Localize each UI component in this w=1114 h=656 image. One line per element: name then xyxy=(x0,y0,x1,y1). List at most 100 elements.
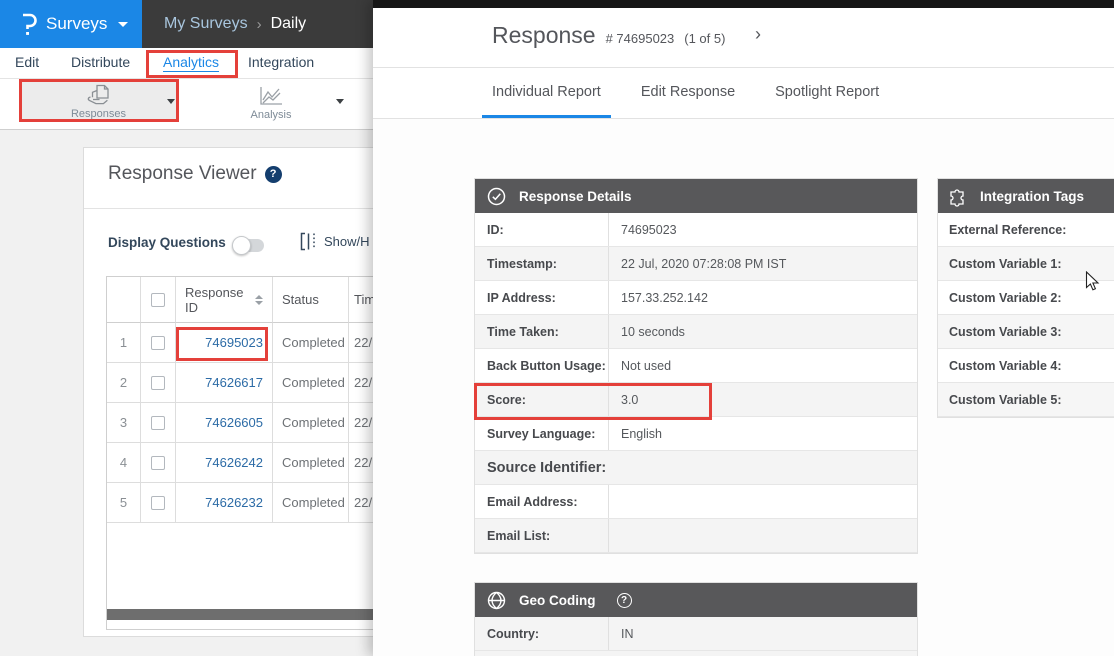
detail-value: 74695023 xyxy=(621,222,677,237)
header-status-label: Status xyxy=(282,292,319,307)
header-timestamp-label: Tim xyxy=(354,292,376,307)
geo-coding-section: Geo Coding ? Country: IN xyxy=(474,582,918,656)
row-checkbox[interactable] xyxy=(151,495,165,510)
detail-value: 157.33.252.142 xyxy=(621,290,708,305)
puzzle-icon xyxy=(948,186,969,207)
horizontal-scrollbar[interactable] xyxy=(107,609,381,620)
response-detail-panel: Response # 74695023 (1 of 5) › Individua… xyxy=(373,0,1114,656)
product-label: Surveys xyxy=(46,14,108,33)
response-id-link[interactable]: 74626605 xyxy=(205,415,263,430)
geo-row-partial xyxy=(475,651,917,656)
status-value: Completed xyxy=(282,375,345,390)
integration-row: Custom Variable 4: xyxy=(938,349,1114,383)
detail-label: Email Address: xyxy=(475,485,609,518)
mouse-cursor xyxy=(1085,271,1101,293)
row-checkbox[interactable] xyxy=(151,335,165,350)
detail-label: Country: xyxy=(475,617,609,650)
detail-row: Email List: xyxy=(475,519,917,553)
detail-value: 22 Jul, 2020 07:28:08 PM IST xyxy=(621,256,787,271)
detail-value: 3.0 xyxy=(621,392,639,407)
timestamp-value: 22/ xyxy=(354,375,373,390)
response-viewer-card: Response Viewer ? Display Questions Show… xyxy=(83,147,384,637)
status-value: Completed xyxy=(282,495,345,510)
breadcrumb-my-surveys[interactable]: My Surveys xyxy=(164,15,248,32)
analysis-button[interactable]: Analysis xyxy=(240,81,302,125)
detail-value: 10 seconds xyxy=(621,324,685,339)
nav-tab-integration[interactable]: Integration xyxy=(248,54,315,70)
detail-value xyxy=(609,519,917,552)
responses-button[interactable]: Responses xyxy=(20,81,177,122)
row-number: 4 xyxy=(107,443,141,483)
geo-help-icon[interactable]: ? xyxy=(616,592,632,608)
section-title: Response Details xyxy=(519,188,632,204)
survey-nav: Edit Distribute Analytics Integration xyxy=(0,48,373,78)
nav-tab-distribute[interactable]: Distribute xyxy=(71,54,131,70)
breadcrumb: My Surveys › Daily xyxy=(164,0,306,48)
detail-label: Time Taken: xyxy=(475,315,609,348)
integration-row: Custom Variable 5: xyxy=(938,383,1114,417)
panel-title: Response xyxy=(492,22,596,48)
detail-value xyxy=(609,485,917,518)
divider xyxy=(84,208,383,209)
analysis-dropdown-icon[interactable] xyxy=(336,99,344,104)
detail-label: Score: xyxy=(475,383,609,416)
responses-table: Response ID Status Tim 1 74695023 Comple… xyxy=(106,276,382,630)
show-hide-columns-button[interactable]: Show/H xyxy=(300,232,370,251)
panel-tabs: Individual Report Edit Response Spotligh… xyxy=(373,68,1114,119)
next-response-chevron-icon[interactable]: › xyxy=(755,24,761,44)
nav-tab-analytics[interactable]: Analytics xyxy=(163,54,220,70)
table-row: 2 74626617 Completed 22/ xyxy=(107,363,381,403)
detail-label: Timestamp: xyxy=(475,247,609,280)
response-id-link[interactable]: 74626232 xyxy=(205,495,263,510)
detail-value: English xyxy=(621,426,662,441)
status-value: Completed xyxy=(282,335,345,350)
detail-row: Source Identifier: xyxy=(475,451,917,485)
row-number: 2 xyxy=(107,363,141,403)
detail-row: ID: 74695023 xyxy=(475,213,917,247)
toggle-knob xyxy=(232,236,251,255)
response-id-link[interactable]: 74626242 xyxy=(205,455,263,470)
sort-icon[interactable] xyxy=(255,294,263,305)
display-questions-toggle[interactable] xyxy=(232,236,264,255)
detail-label: Email List: xyxy=(475,519,609,552)
timestamp-value: 22/ xyxy=(354,495,373,510)
detail-label: Survey Language: xyxy=(475,417,609,450)
table-row: 4 74626242 Completed 22/ xyxy=(107,443,381,483)
select-all-checkbox[interactable] xyxy=(151,292,165,307)
response-id-link[interactable]: 74626617 xyxy=(205,375,263,390)
surveys-menu-button[interactable]: Surveys xyxy=(0,0,142,48)
response-id-link[interactable]: 74695023 xyxy=(205,335,263,350)
tab-individual-report[interactable]: Individual Report xyxy=(482,68,611,118)
help-icon[interactable]: ? xyxy=(264,165,282,183)
responses-dropdown-icon[interactable] xyxy=(167,99,175,104)
section-title: Geo Coding xyxy=(519,592,596,608)
row-checkbox[interactable] xyxy=(151,375,165,390)
status-value: Completed xyxy=(282,415,345,430)
integration-tags-section: Integration Tags External Reference: Cus… xyxy=(937,178,1114,418)
display-questions-label: Display Questions xyxy=(108,235,226,250)
header-response-id-label: Response ID xyxy=(185,284,244,315)
detail-label: Back Button Usage: xyxy=(475,349,609,382)
row-checkbox[interactable] xyxy=(151,415,165,430)
analytics-toolbar: Responses Analysis xyxy=(0,78,373,130)
timestamp-value: 22/ xyxy=(354,455,373,470)
detail-row: Survey Language: English xyxy=(475,417,917,451)
detail-row: IP Address: 157.33.252.142 xyxy=(475,281,917,315)
header-timestamp: Tim xyxy=(349,277,381,323)
integration-row: Custom Variable 2: xyxy=(938,281,1114,315)
detail-value: Not used xyxy=(621,358,672,373)
questionpro-logo-icon xyxy=(20,13,37,36)
header-response-id[interactable]: Response ID xyxy=(176,277,273,323)
row-checkbox[interactable] xyxy=(151,455,165,470)
detail-row: Back Button Usage: Not used xyxy=(475,349,917,383)
breadcrumb-chevron-icon: › xyxy=(256,15,262,33)
tab-edit-response[interactable]: Edit Response xyxy=(640,83,736,100)
top-bar: Surveys My Surveys › Daily xyxy=(0,0,373,48)
nav-tab-edit[interactable]: Edit xyxy=(15,54,40,70)
panel-header: Response # 74695023 (1 of 5) › xyxy=(373,8,1114,68)
table-row: 3 74626605 Completed 22/ xyxy=(107,403,381,443)
detail-row: Country: IN xyxy=(475,617,917,651)
tab-spotlight-report[interactable]: Spotlight Report xyxy=(775,83,880,100)
response-details-header: Response Details xyxy=(475,179,917,213)
